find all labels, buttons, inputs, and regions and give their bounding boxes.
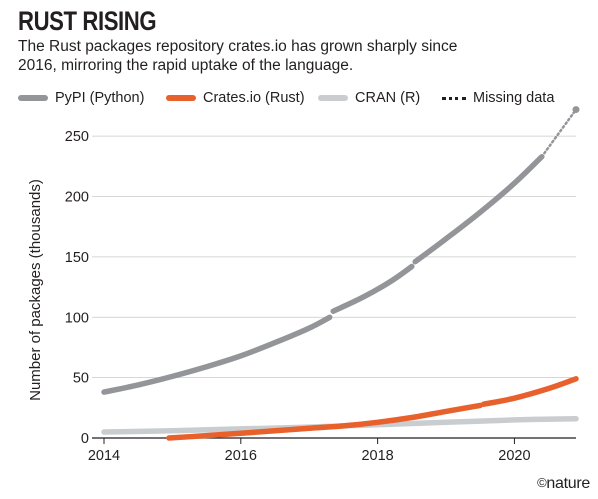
y-tick-label: 250	[65, 129, 89, 145]
x-tick-label: 2018	[361, 448, 393, 464]
legend-item-missing: Missing data	[442, 90, 554, 106]
missing-data-line-pypi	[540, 108, 578, 158]
legend-label-missing: Missing data	[473, 90, 555, 106]
x-tick-label: 2016	[225, 448, 257, 464]
logo-text: nature	[546, 475, 590, 492]
legend-label-cran: CRAN (R)	[355, 90, 421, 106]
series-lines	[101, 106, 580, 441]
nature-logo: ©nature	[537, 475, 590, 493]
x-tick-label: 2020	[498, 448, 530, 464]
legend-item-crates: Crates.io (Rust)	[166, 90, 305, 106]
series-line-pypi	[412, 153, 545, 265]
y-tick-label: 200	[65, 190, 89, 206]
legend-swatch-pypi	[18, 95, 48, 101]
y-tick-label: 150	[65, 250, 89, 266]
legend-label-pypi: PyPI (Python)	[55, 90, 145, 106]
chart-title: RUST RISING	[18, 6, 157, 36]
series-line-cratesio	[480, 376, 579, 407]
y-tick-label: 100	[65, 310, 89, 326]
series-line-cran	[101, 415, 579, 435]
x-tick-labels: 2014 2016 2018 2020	[88, 438, 531, 464]
legend-label-crates: Crates.io (Rust)	[203, 90, 305, 106]
logo-symbol: ©	[537, 475, 547, 490]
legend-item-cran: CRAN (R)	[318, 90, 420, 106]
series-line-pypi	[101, 314, 333, 395]
gridlines	[92, 135, 576, 439]
legend-swatch-missing	[442, 96, 466, 100]
legend-item-pypi: PyPI (Python)	[18, 90, 144, 106]
x-tick-label: 2014	[88, 448, 120, 464]
legend: PyPI (Python) Crates.io (Rust) CRAN (R) …	[18, 90, 598, 110]
y-tick-label: 0	[81, 431, 89, 447]
series-line-pypi	[330, 263, 415, 314]
y-axis-label: Number of packages (thousands)	[27, 179, 44, 401]
y-tick-label: 50	[73, 371, 89, 387]
legend-swatch-cran	[318, 95, 348, 101]
legend-swatch-crates	[166, 95, 196, 101]
chart-subtitle: The Rust packages repository crates.io h…	[18, 38, 458, 74]
series-line-cratesio	[166, 402, 483, 441]
y-tick-labels: 0 50 100 150 200 250	[65, 129, 89, 447]
